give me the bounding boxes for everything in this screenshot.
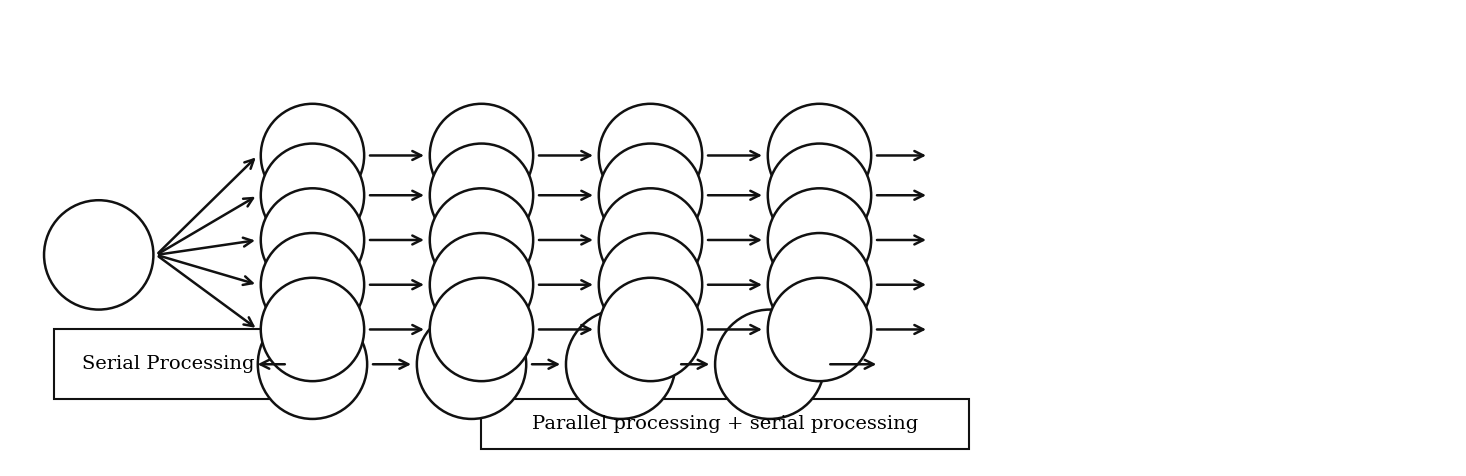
- Ellipse shape: [768, 188, 871, 292]
- Ellipse shape: [598, 104, 702, 207]
- Ellipse shape: [430, 188, 534, 292]
- Ellipse shape: [261, 104, 364, 207]
- Ellipse shape: [598, 144, 702, 247]
- Ellipse shape: [715, 309, 824, 419]
- Ellipse shape: [261, 278, 364, 381]
- Ellipse shape: [598, 188, 702, 292]
- Ellipse shape: [261, 188, 364, 292]
- Ellipse shape: [261, 233, 364, 337]
- Text: Parallel processing + serial processing: Parallel processing + serial processing: [532, 415, 918, 433]
- Ellipse shape: [598, 278, 702, 381]
- Text: Serial Processing: Serial Processing: [82, 355, 255, 373]
- Ellipse shape: [430, 278, 534, 381]
- Ellipse shape: [430, 233, 534, 337]
- Ellipse shape: [44, 200, 154, 309]
- Ellipse shape: [768, 278, 871, 381]
- Ellipse shape: [768, 233, 871, 337]
- Ellipse shape: [768, 144, 871, 247]
- FancyBboxPatch shape: [54, 329, 283, 399]
- Ellipse shape: [566, 309, 676, 419]
- Ellipse shape: [261, 144, 364, 247]
- Ellipse shape: [430, 104, 534, 207]
- Ellipse shape: [768, 104, 871, 207]
- Ellipse shape: [416, 309, 526, 419]
- FancyBboxPatch shape: [481, 399, 969, 449]
- Ellipse shape: [430, 144, 534, 247]
- Ellipse shape: [258, 309, 366, 419]
- Ellipse shape: [598, 233, 702, 337]
